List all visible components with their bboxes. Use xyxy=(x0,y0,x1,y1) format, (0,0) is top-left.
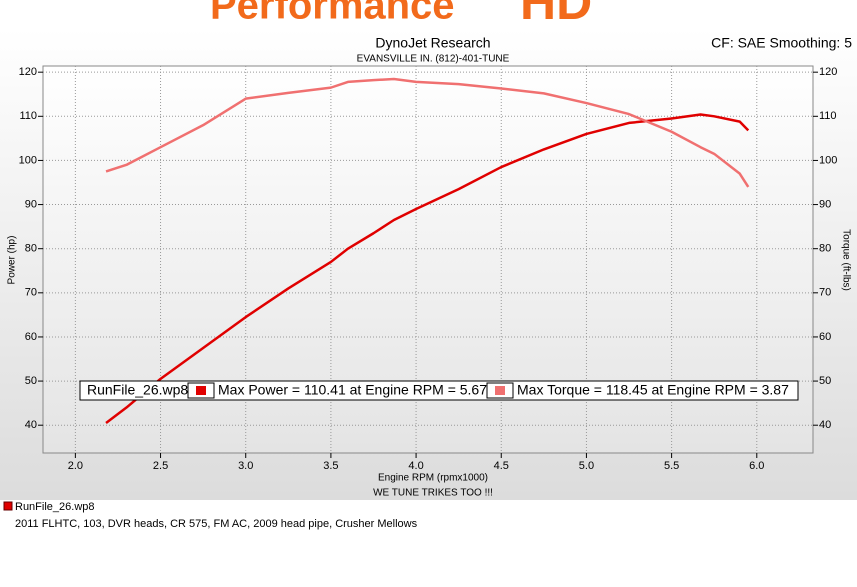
y2-tick-label: 40 xyxy=(819,419,831,431)
y2-tick-label: 110 xyxy=(819,110,837,122)
y-tick-label: 50 xyxy=(25,375,37,387)
corner-note: CF: SAE Smoothing: 5 xyxy=(711,35,852,51)
y-axis-label: Power (hp) xyxy=(7,236,18,285)
chart-subtitle: EVANSVILLE IN. (812)-401-TUNE xyxy=(357,54,510,65)
chart-title: DynoJet Research xyxy=(375,35,490,51)
x-tick-label: 6.0 xyxy=(749,460,764,472)
y-tick-label: 110 xyxy=(19,110,37,122)
y2-tick-label: 90 xyxy=(819,198,831,210)
annotation-torque: Max Torque = 118.45 at Engine RPM = 3.87 xyxy=(517,382,789,398)
power-swatch xyxy=(196,386,206,395)
banner-logo: HD xyxy=(520,0,592,30)
y-tick-label: 80 xyxy=(25,243,37,255)
x-tick-label: 5.0 xyxy=(579,460,594,472)
annotation-box: RunFile_26.wp8 Max Power = 110.41 at Eng… xyxy=(79,380,799,401)
x-tick-label: 3.5 xyxy=(323,460,338,472)
footer-description: 2011 FLHTC, 103, DVR heads, CR 575, FM A… xyxy=(15,518,418,530)
banner-brand: Performance xyxy=(210,0,455,28)
annotation-file: RunFile_26.wp8 xyxy=(87,382,188,398)
x-tick-label: 2.0 xyxy=(68,460,83,472)
annotation-frame xyxy=(79,380,799,401)
x-axis-label: Engine RPM (rpmx1000) xyxy=(378,473,488,484)
x-tick-label: 4.5 xyxy=(494,460,509,472)
x-tick-label: 3.0 xyxy=(238,460,253,472)
footer-swatch xyxy=(3,501,13,511)
y-tick-label: 60 xyxy=(25,331,37,343)
series-line xyxy=(105,113,750,424)
y2-tick-label: 80 xyxy=(819,243,831,255)
torque-swatch xyxy=(495,386,505,395)
footer-file: RunFile_26.wp8 xyxy=(15,501,95,513)
y-tick-label: 40 xyxy=(25,419,37,431)
annotation-power: Max Power = 110.41 at Engine RPM = 5.67 xyxy=(218,382,487,398)
y-tick-label: 100 xyxy=(19,154,37,166)
plot: 2.0 2.5 3.0 3.5 4.0 4.5 5.0 5.5 6.0 40 50 60 70 80 90 1… xyxy=(19,66,837,472)
x-tick-label: 5.5 xyxy=(664,460,679,472)
y-tick-label: 90 xyxy=(25,198,37,210)
y-tick-label: 70 xyxy=(25,287,37,299)
x-note: WE TUNE TRIKES TOO !!! xyxy=(373,488,493,499)
y-tick-label: 120 xyxy=(19,66,37,78)
x-tick-label: 2.5 xyxy=(153,460,168,472)
y2-tick-label: 120 xyxy=(819,66,837,78)
series-line xyxy=(105,77,750,188)
y2-axis-label: Torque (ft-lbs) xyxy=(840,229,851,291)
x-tick-label: 4.0 xyxy=(408,460,423,472)
y2-tick-label: 100 xyxy=(819,154,837,166)
y2-tick-label: 60 xyxy=(819,331,831,343)
y2-tick-label: 70 xyxy=(819,287,831,299)
y2-tick-label: 50 xyxy=(819,375,831,387)
